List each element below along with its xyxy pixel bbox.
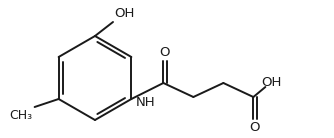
Text: O: O: [159, 46, 170, 59]
Text: NH: NH: [136, 96, 155, 109]
Text: CH₃: CH₃: [9, 109, 33, 122]
Text: OH: OH: [262, 76, 282, 89]
Text: OH: OH: [114, 7, 134, 20]
Text: O: O: [249, 121, 260, 134]
